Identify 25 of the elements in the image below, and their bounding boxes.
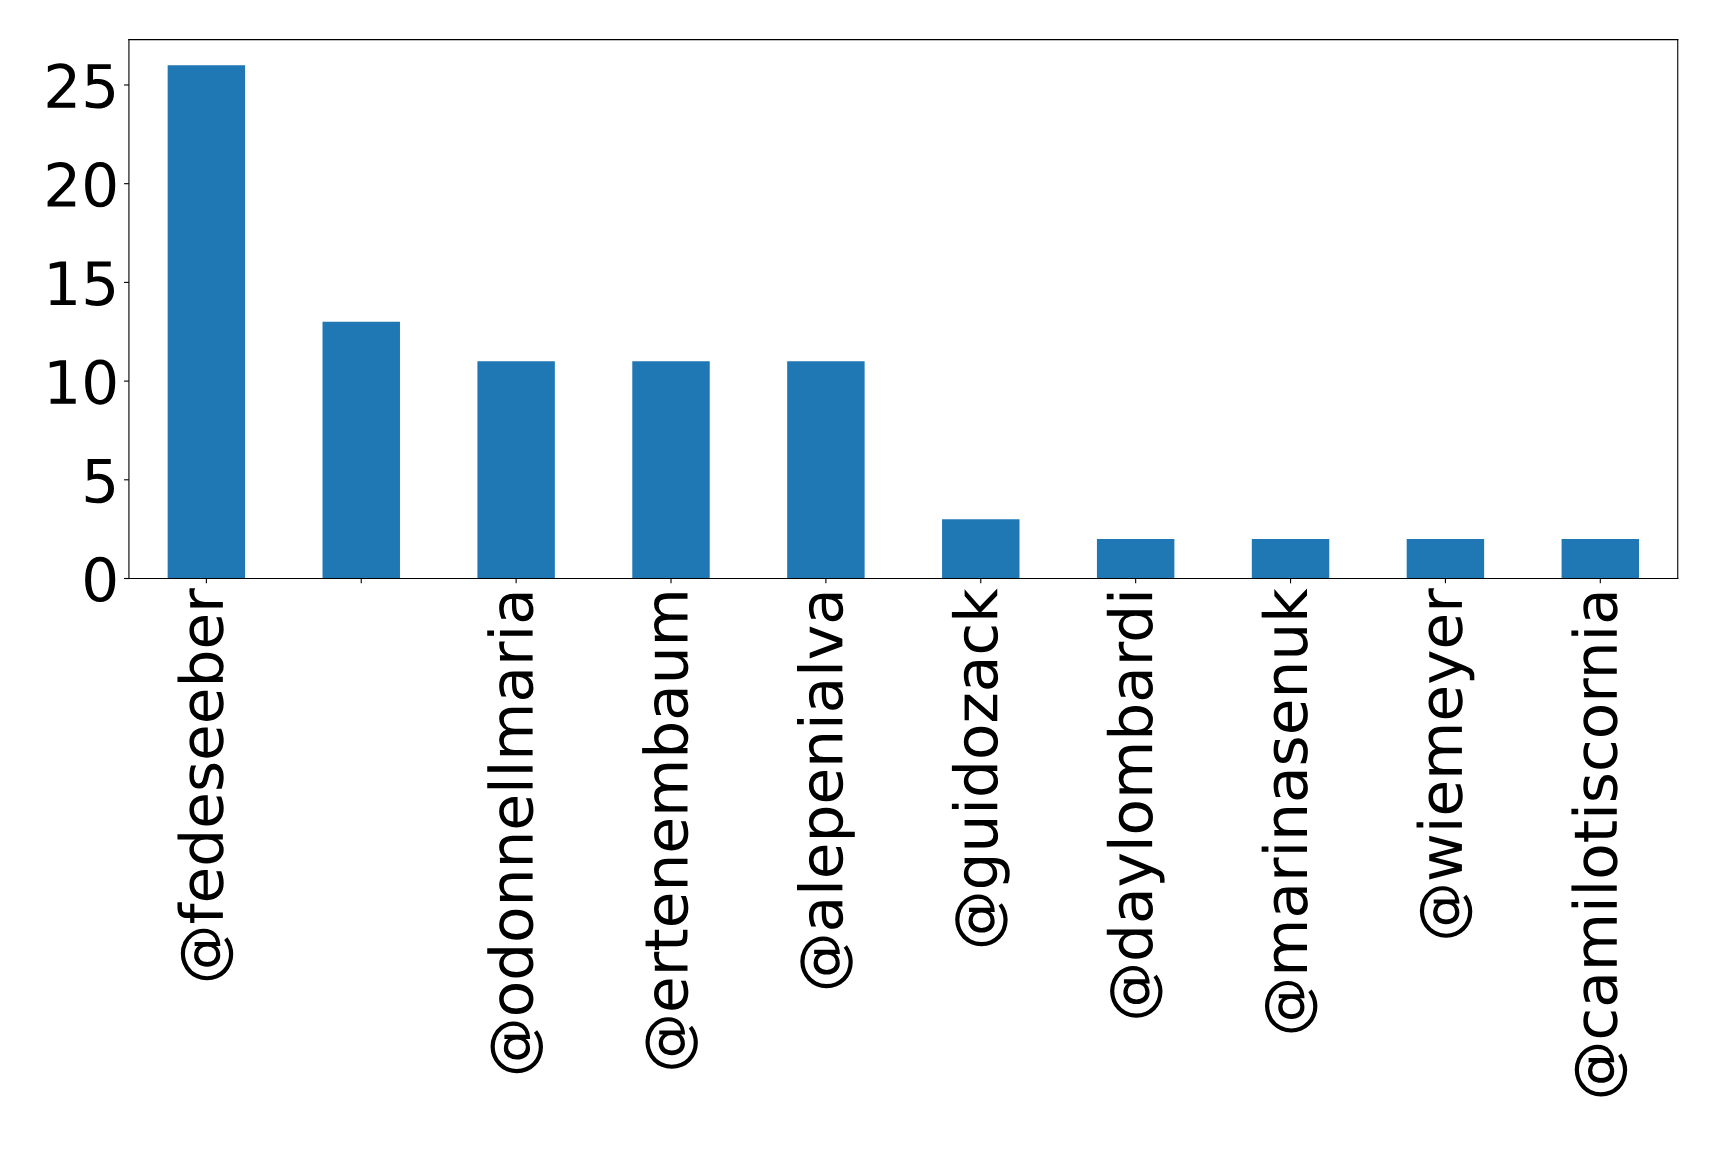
x-tick-label: @odonnellmaria	[487, 593, 543, 1074]
bar	[1096, 539, 1175, 579]
x-tick-label: @alepenialva	[796, 593, 855, 989]
y-tick-label: 20	[47, 162, 116, 208]
bar	[1251, 539, 1330, 579]
bar	[477, 361, 555, 579]
x-tick-label: @ertenembaum	[642, 593, 698, 1069]
x-tick-label: @wiemeyer	[1416, 588, 1475, 938]
x-tick-label: @fedeseeber	[177, 588, 234, 981]
x-tick-label: @guidozack	[951, 588, 1010, 947]
bar	[787, 361, 865, 579]
x-tick-label: @marinasenuk	[1261, 588, 1318, 1033]
bar	[632, 361, 710, 579]
bar	[942, 519, 1020, 579]
x-tick-label: @camilotiscornia	[1571, 593, 1628, 1097]
bar	[1561, 539, 1640, 579]
y-tick-label: 10	[49, 359, 116, 405]
y-tick-label: 0	[85, 556, 116, 603]
bar	[1406, 539, 1485, 579]
x-tick-label: @daylombardi	[1106, 593, 1165, 1018]
bar	[322, 321, 400, 579]
y-tick-label: 15	[49, 261, 114, 306]
y-tick-label: 25	[47, 63, 114, 109]
bar	[167, 65, 246, 579]
y-tick-label: 5	[85, 458, 114, 504]
